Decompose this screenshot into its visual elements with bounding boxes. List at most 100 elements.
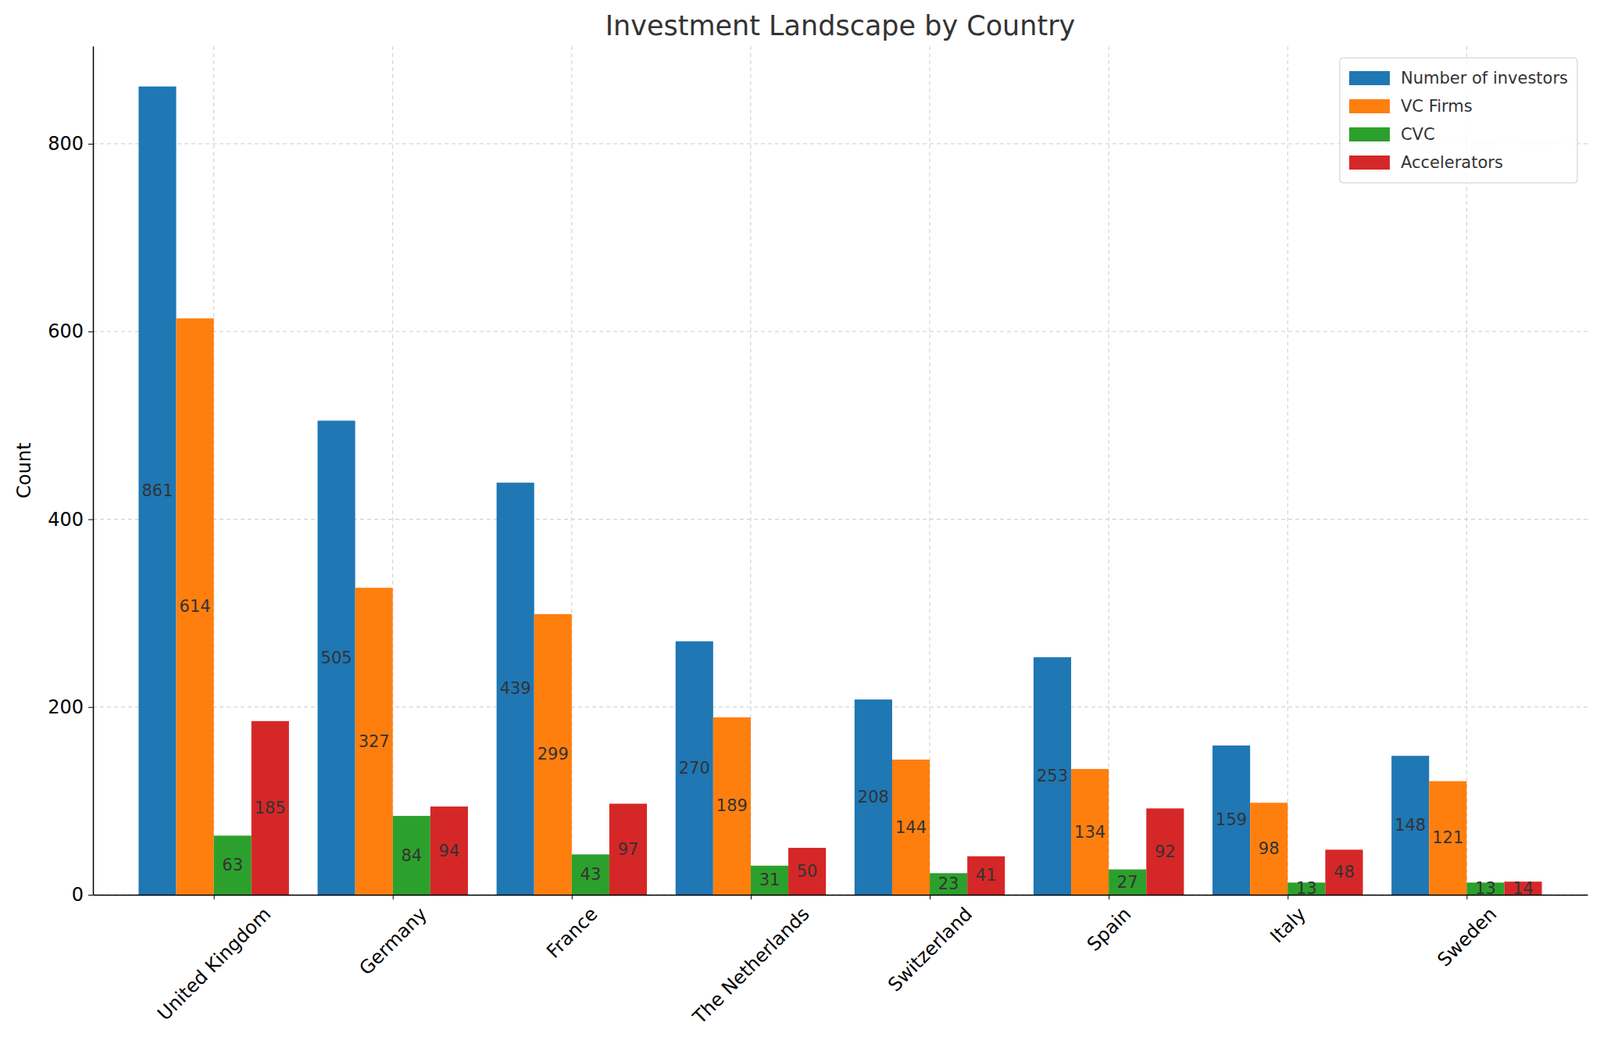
- legend-swatch: [1349, 155, 1390, 170]
- bar: [392, 815, 431, 895]
- y-axis-line: [92, 46, 95, 896]
- grid-line-x: [1108, 46, 1110, 895]
- x-tick-label: United Kingdom: [153, 903, 275, 1025]
- x-tick: Switzerland: [883, 894, 977, 996]
- y-axis-title: Count: [13, 442, 36, 498]
- bar: [1428, 781, 1467, 895]
- legend-swatch: [1349, 127, 1390, 142]
- y-tick-label: 400: [47, 508, 84, 531]
- x-axis-line: [93, 894, 1589, 897]
- x-tick: Sweden: [1432, 894, 1501, 971]
- bar: [571, 853, 610, 895]
- bar: [214, 835, 252, 895]
- data-label: 41: [975, 865, 997, 885]
- y-tick: 0: [71, 883, 93, 906]
- bar: [854, 699, 893, 895]
- bar: [609, 803, 647, 895]
- grid-line-y: [92, 894, 1588, 896]
- data-label: 31: [759, 870, 781, 890]
- data-label: 94: [439, 841, 461, 861]
- y-tick-mark: [88, 707, 93, 708]
- legend-label: CVC: [1400, 125, 1436, 144]
- data-label: 27: [1117, 872, 1139, 892]
- bar: [929, 872, 968, 895]
- bar: [675, 641, 714, 895]
- data-label: 121: [1432, 828, 1464, 847]
- bar: [1108, 869, 1147, 895]
- bar: [750, 865, 789, 895]
- data-labels: 8615054392702082531591486143272991891441…: [141, 481, 1533, 898]
- data-label: 327: [358, 732, 390, 751]
- chart: Investment Landscape by Country861505439…: [0, 0, 1600, 1062]
- y-tick-mark: [88, 518, 93, 520]
- y-tick-mark: [88, 331, 93, 333]
- grid: [92, 46, 1588, 895]
- data-label: 92: [1154, 842, 1176, 861]
- legend-label: Number of investors: [1400, 68, 1568, 88]
- x-tick-mark: [1287, 894, 1289, 900]
- x-tick: Spain: [1082, 894, 1136, 956]
- x-tick-label: The Netherlands: [688, 903, 815, 1029]
- x-tick-mark: [571, 894, 573, 900]
- bar: [496, 482, 535, 895]
- legend-swatch: [1349, 71, 1390, 86]
- x-tick-label: Germany: [354, 903, 432, 980]
- x-tick: France: [542, 894, 602, 963]
- data-label: 84: [400, 846, 422, 865]
- x-tick-mark: [392, 894, 394, 900]
- title: Investment Landscape by Country: [605, 10, 1076, 42]
- bar: [892, 759, 930, 895]
- x-tick-label: France: [542, 903, 602, 963]
- bar: [788, 847, 826, 895]
- legend-item: Number of investors: [1349, 68, 1568, 88]
- bar: [430, 806, 468, 895]
- bar: [317, 420, 356, 895]
- y-tick-mark: [88, 143, 93, 145]
- x-tick: Germany: [354, 894, 432, 979]
- data-label: 63: [221, 855, 243, 875]
- data-label: 48: [1333, 862, 1355, 882]
- y-axis: 0 200 400 600 800: [47, 46, 93, 907]
- legend: Number of investorsVC FirmsCVCAccelerato…: [1339, 57, 1578, 183]
- y-tick-label: 200: [47, 696, 84, 718]
- x-tick-label: Switzerland: [883, 903, 977, 997]
- data-label: 159: [1215, 810, 1247, 829]
- bar: [251, 721, 290, 895]
- bars: [138, 86, 1542, 895]
- data-label: 23: [938, 874, 960, 893]
- bar: [1250, 802, 1288, 895]
- bar: [713, 717, 751, 895]
- data-label: 134: [1074, 822, 1106, 842]
- data-label: 270: [678, 758, 711, 778]
- y-tick: 600: [47, 320, 93, 343]
- x-tick: United Kingdom: [153, 894, 275, 1025]
- y-tick-label: 800: [47, 132, 84, 155]
- bar: [1146, 807, 1184, 895]
- y-tick-label: 600: [47, 320, 84, 343]
- bar: [1391, 755, 1429, 895]
- x-axis: United Kingdom Germany France The Netherlan…: [93, 894, 1589, 1029]
- x-tick-mark: [1108, 894, 1110, 900]
- y-tick: 400: [47, 508, 93, 531]
- data-label: 299: [537, 744, 569, 764]
- x-tick-label: Sweden: [1432, 903, 1501, 972]
- data-label: 148: [1394, 815, 1426, 835]
- data-label: 208: [857, 787, 890, 807]
- bar: [1033, 657, 1072, 895]
- data-label: 253: [1036, 766, 1068, 786]
- data-label: 614: [179, 596, 211, 616]
- grid-line-y: [92, 331, 1588, 333]
- data-label: 98: [1258, 839, 1280, 858]
- data-label: 185: [254, 798, 286, 818]
- data-label: 189: [716, 796, 748, 815]
- bar: [1212, 745, 1250, 895]
- data-label: 97: [617, 839, 640, 859]
- x-tick-mark: [750, 894, 752, 900]
- data-label: 43: [580, 864, 602, 884]
- y-tick-label: 0: [71, 883, 84, 906]
- x-tick: The Netherlands: [688, 894, 815, 1029]
- y-tick: 800: [47, 132, 93, 155]
- bar: [1325, 849, 1363, 895]
- data-label: 144: [895, 817, 927, 837]
- x-tick-mark: [214, 894, 215, 900]
